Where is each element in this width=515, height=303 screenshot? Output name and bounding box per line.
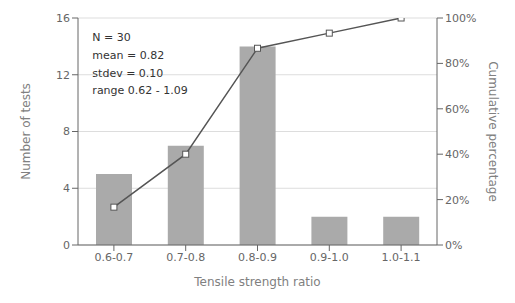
svg-text:100%: 100% xyxy=(445,12,476,25)
svg-text:4: 4 xyxy=(63,182,70,195)
svg-text:0.8-0.9: 0.8-0.9 xyxy=(238,251,277,264)
svg-text:8: 8 xyxy=(63,125,70,138)
svg-text:80%: 80% xyxy=(445,57,469,70)
svg-text:0.7-0.8: 0.7-0.8 xyxy=(166,251,205,264)
svg-text:Number of tests: Number of tests xyxy=(19,83,33,180)
svg-text:Tensile strength ratio: Tensile strength ratio xyxy=(193,275,320,289)
svg-text:0.9-1.0: 0.9-1.0 xyxy=(310,251,349,264)
svg-text:12: 12 xyxy=(56,69,70,82)
svg-text:0.6-0.7: 0.6-0.7 xyxy=(94,251,133,264)
svg-text:40%: 40% xyxy=(445,148,469,161)
svg-text:1.0-1.1: 1.0-1.1 xyxy=(382,251,421,264)
svg-text:0%: 0% xyxy=(445,239,462,252)
svg-text:Cumulative percentage: Cumulative percentage xyxy=(486,61,500,202)
svg-text:16: 16 xyxy=(56,12,70,25)
html-text:N = 30: N = 30 xyxy=(92,31,131,45)
html-text:mean = 0.82: mean = 0.82 xyxy=(92,48,165,62)
svg-text:60%: 60% xyxy=(445,103,469,116)
html-text:range 0.62 - 1.09: range 0.62 - 1.09 xyxy=(92,84,188,98)
svg-text:20%: 20% xyxy=(445,194,469,207)
svg-text:0: 0 xyxy=(63,239,70,252)
html-text:stdev = 0.10: stdev = 0.10 xyxy=(92,66,164,80)
